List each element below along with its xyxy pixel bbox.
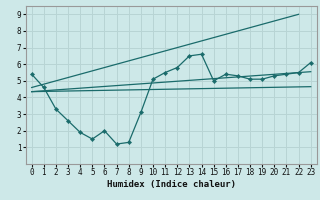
X-axis label: Humidex (Indice chaleur): Humidex (Indice chaleur) (107, 180, 236, 189)
